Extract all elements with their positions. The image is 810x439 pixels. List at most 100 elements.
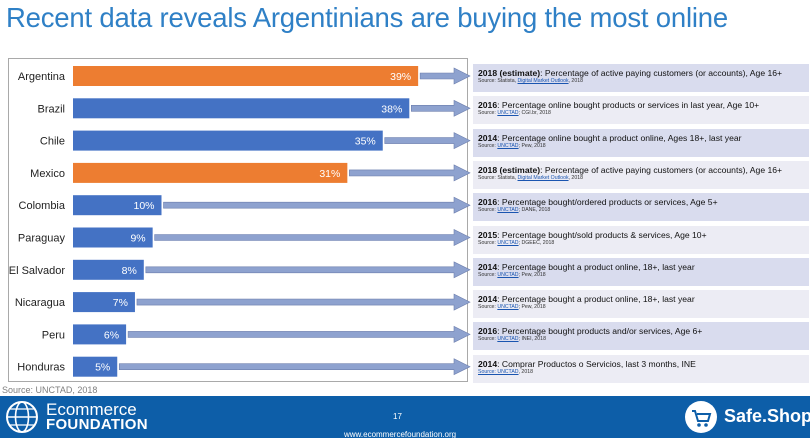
arrow-6: [145, 261, 471, 279]
note-year: 2014: [478, 294, 498, 305]
value-label: 31%: [319, 168, 340, 180]
note-0: 2018 (estimate): Percentage of active pa…: [473, 64, 809, 92]
note-text: 2014: Comprar Productos o Servicios, las…: [478, 358, 696, 369]
arrow-4: [163, 196, 471, 214]
footer: Ecommerce FOUNDATION 17 www.ecommercefou…: [0, 396, 810, 439]
page-number: 17: [393, 412, 402, 421]
category-label: Mexico: [30, 168, 65, 180]
category-label: Peru: [42, 329, 65, 341]
category-label: El Salvador: [9, 265, 66, 277]
source-link[interactable]: UNCTAD: [497, 142, 519, 149]
value-label: 6%: [104, 329, 119, 341]
bar-honduras: [73, 356, 118, 377]
note-source: Source: UNCTAD, 2018: [478, 368, 533, 375]
note-year: 2018 (estimate): [478, 164, 541, 175]
note-source: Source: UNCTAD; Pew, 2018: [478, 271, 546, 278]
category-label: Chile: [40, 136, 65, 148]
arrow-7: [136, 293, 471, 311]
note-text: 2016: Percentage bought/ordered products…: [478, 197, 718, 208]
note-year: 2018 (estimate): [478, 68, 541, 78]
safe-shop-brand: Safe.Shop: [724, 406, 810, 426]
arrow-1: [411, 99, 471, 117]
shopping-cart-icon: [685, 401, 717, 433]
note-text: 2014: Percentage bought a product online…: [478, 261, 695, 272]
note-8: 2016: Percentage bought products and/or …: [473, 322, 809, 351]
note-3: 2018 (estimate): Percentage of active pa…: [473, 160, 809, 189]
source-link[interactable]: Digital Market Outlook: [517, 174, 569, 181]
note-text: 2016: Percentage bought products and/or …: [478, 326, 703, 337]
source-link[interactable]: UNCTAD: [497, 271, 519, 278]
source-line: Source: UNCTAD, 2018: [2, 385, 98, 395]
value-label: 8%: [122, 265, 137, 277]
arrow-9: [118, 358, 471, 376]
note-source: Source: Statista, Digital Market Outlook…: [478, 78, 583, 84]
note-year: 2016: [478, 100, 498, 111]
note-source: Source: UNCTAD; DANE, 2018: [478, 207, 551, 214]
category-label: Brazil: [37, 103, 65, 115]
note-5: 2015: Percentage bought/sold products & …: [473, 225, 809, 254]
value-label: 10%: [133, 200, 154, 212]
source-link[interactable]: UNCTAD: [497, 304, 519, 311]
source-link[interactable]: UNCTAD: [497, 110, 519, 117]
category-label: Colombia: [19, 200, 66, 212]
bar-colombia: [73, 195, 162, 216]
note-source: Source: UNCTAD; CGI.br, 2018: [478, 110, 551, 117]
note-source: Source: UNCTAD; DGEEC, 2018: [478, 239, 555, 246]
value-label: 9%: [130, 233, 145, 245]
bar-peru: [73, 324, 127, 345]
value-label: 5%: [95, 362, 110, 374]
brand-name-line1: Ecommerce: [46, 400, 137, 419]
value-label: 35%: [355, 136, 376, 148]
note-source: Source: Statista, Digital Market Outlook…: [478, 174, 583, 181]
category-label: Argentina: [18, 71, 66, 83]
note-year: 2016: [478, 197, 498, 208]
value-label: 7%: [113, 297, 128, 309]
bar-mexico: [73, 162, 348, 183]
note-source: Source: UNCTAD; Pew, 2018: [478, 142, 546, 149]
globe-logo-icon: [6, 401, 38, 433]
note-text: 2016: Percentage online bought products …: [478, 100, 760, 111]
website-url[interactable]: www.ecommercefoundation.org: [344, 430, 457, 439]
arrow-5: [154, 229, 471, 246]
bar-paraguay: [73, 227, 153, 248]
note-text: 2015: Percentage bought/sold products & …: [478, 229, 707, 240]
note-9: 2014: Comprar Productos o Servicios, las…: [473, 354, 809, 383]
value-label: 38%: [381, 103, 402, 115]
note-year: 2016: [478, 326, 498, 337]
note-year: 2014: [478, 132, 498, 143]
bar-brazil: [73, 98, 410, 119]
arrow-2: [384, 132, 471, 150]
category-label: Nicaragua: [15, 297, 66, 309]
bar-argentina: [73, 66, 419, 86]
note-text: 2014: Percentage bought a product online…: [478, 294, 695, 305]
source-link[interactable]: UNCTAD: [497, 207, 519, 214]
arrow-0: [419, 67, 471, 85]
note-6: 2014: Percentage bought a product online…: [473, 257, 809, 286]
note-source: Source: UNCTAD; INEI, 2018: [478, 336, 546, 343]
note-year: 2015: [478, 229, 498, 240]
note-year: 2014: [478, 261, 498, 272]
value-label: 39%: [390, 71, 411, 83]
source-link[interactable]: UNCTAD: [497, 239, 519, 246]
note-4: 2016: Percentage bought/ordered products…: [473, 193, 809, 222]
note-7: 2014: Percentage bought a product online…: [473, 290, 809, 319]
bar-chile: [73, 130, 383, 151]
arrow-8: [127, 325, 471, 343]
note-text: 2014: Percentage online bought a product…: [478, 132, 742, 143]
arrow-3: [349, 164, 471, 182]
source-link[interactable]: Source: UNCTAD: [478, 368, 519, 375]
note-1: 2016: Percentage online bought products …: [473, 96, 809, 125]
chart-frame: [8, 58, 468, 382]
note-text: 2018 (estimate): Percentage of active pa…: [478, 68, 783, 78]
slide-title: Recent data reveals Argentinians are buy…: [6, 2, 728, 33]
category-label: Paraguay: [18, 233, 66, 245]
source-link[interactable]: Digital Market Outlook: [517, 78, 569, 84]
note-text: 2018 (estimate): Percentage of active pa…: [478, 164, 783, 175]
category-label: Honduras: [17, 362, 65, 374]
bar-el-salvador: [73, 259, 144, 280]
note-2: 2014: Percentage online bought a product…: [473, 128, 809, 157]
source-link[interactable]: UNCTAD: [497, 336, 519, 343]
bar-nicaragua: [73, 292, 135, 313]
note-year: 2014: [478, 358, 498, 369]
